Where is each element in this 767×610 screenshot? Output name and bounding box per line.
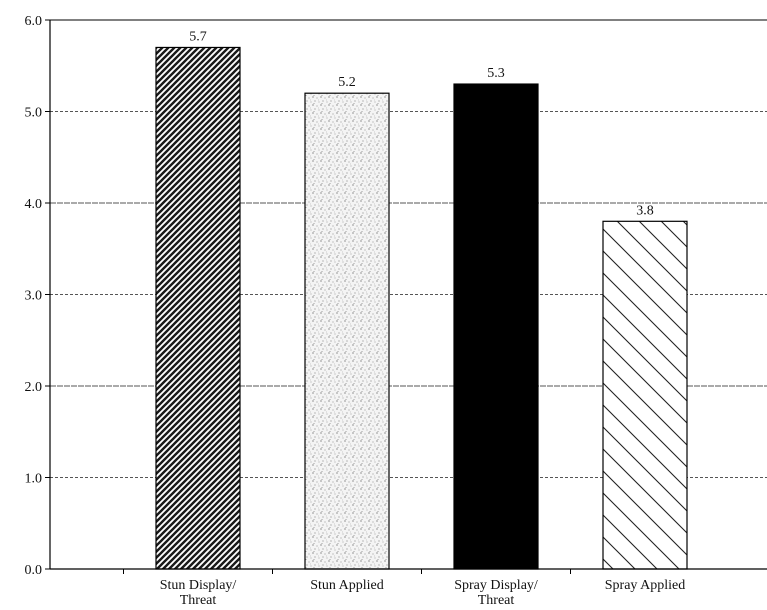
y-tick-label: 2.0 xyxy=(25,380,43,395)
bar xyxy=(602,220,688,570)
bar xyxy=(304,92,390,570)
bar xyxy=(155,46,241,570)
x-tick-label: Spray Display/Threat xyxy=(454,578,538,608)
value-label: 3.8 xyxy=(636,203,654,218)
x-tick-label: Stun Display/Threat xyxy=(160,578,237,608)
y-tick-label: 1.0 xyxy=(25,472,43,487)
value-label: 5.2 xyxy=(338,75,356,90)
y-tick-label: 4.0 xyxy=(25,197,43,212)
y-tick-label: 3.0 xyxy=(25,289,43,304)
y-tick-label: 6.0 xyxy=(25,14,43,29)
x-tick-label: Stun Applied xyxy=(310,578,384,593)
x-axis-labels: Stun Display/Threat Stun Applied Spray Dis… xyxy=(123,569,686,608)
bar xyxy=(453,83,539,570)
y-tick-label: 5.0 xyxy=(25,106,43,121)
y-axis-ticks: 0.0 1.0 2.0 3.0 4.0 5.0 6.0 xyxy=(25,14,50,578)
value-labels: 5.7 5.2 5.3 3.8 xyxy=(189,29,654,218)
plot-frame xyxy=(49,19,767,570)
bars xyxy=(155,46,688,570)
value-label: 5.7 xyxy=(189,29,207,44)
x-tick-label: Spray Applied xyxy=(605,578,686,593)
y-tick-label: 0.0 xyxy=(25,563,43,578)
value-label: 5.3 xyxy=(487,66,505,81)
